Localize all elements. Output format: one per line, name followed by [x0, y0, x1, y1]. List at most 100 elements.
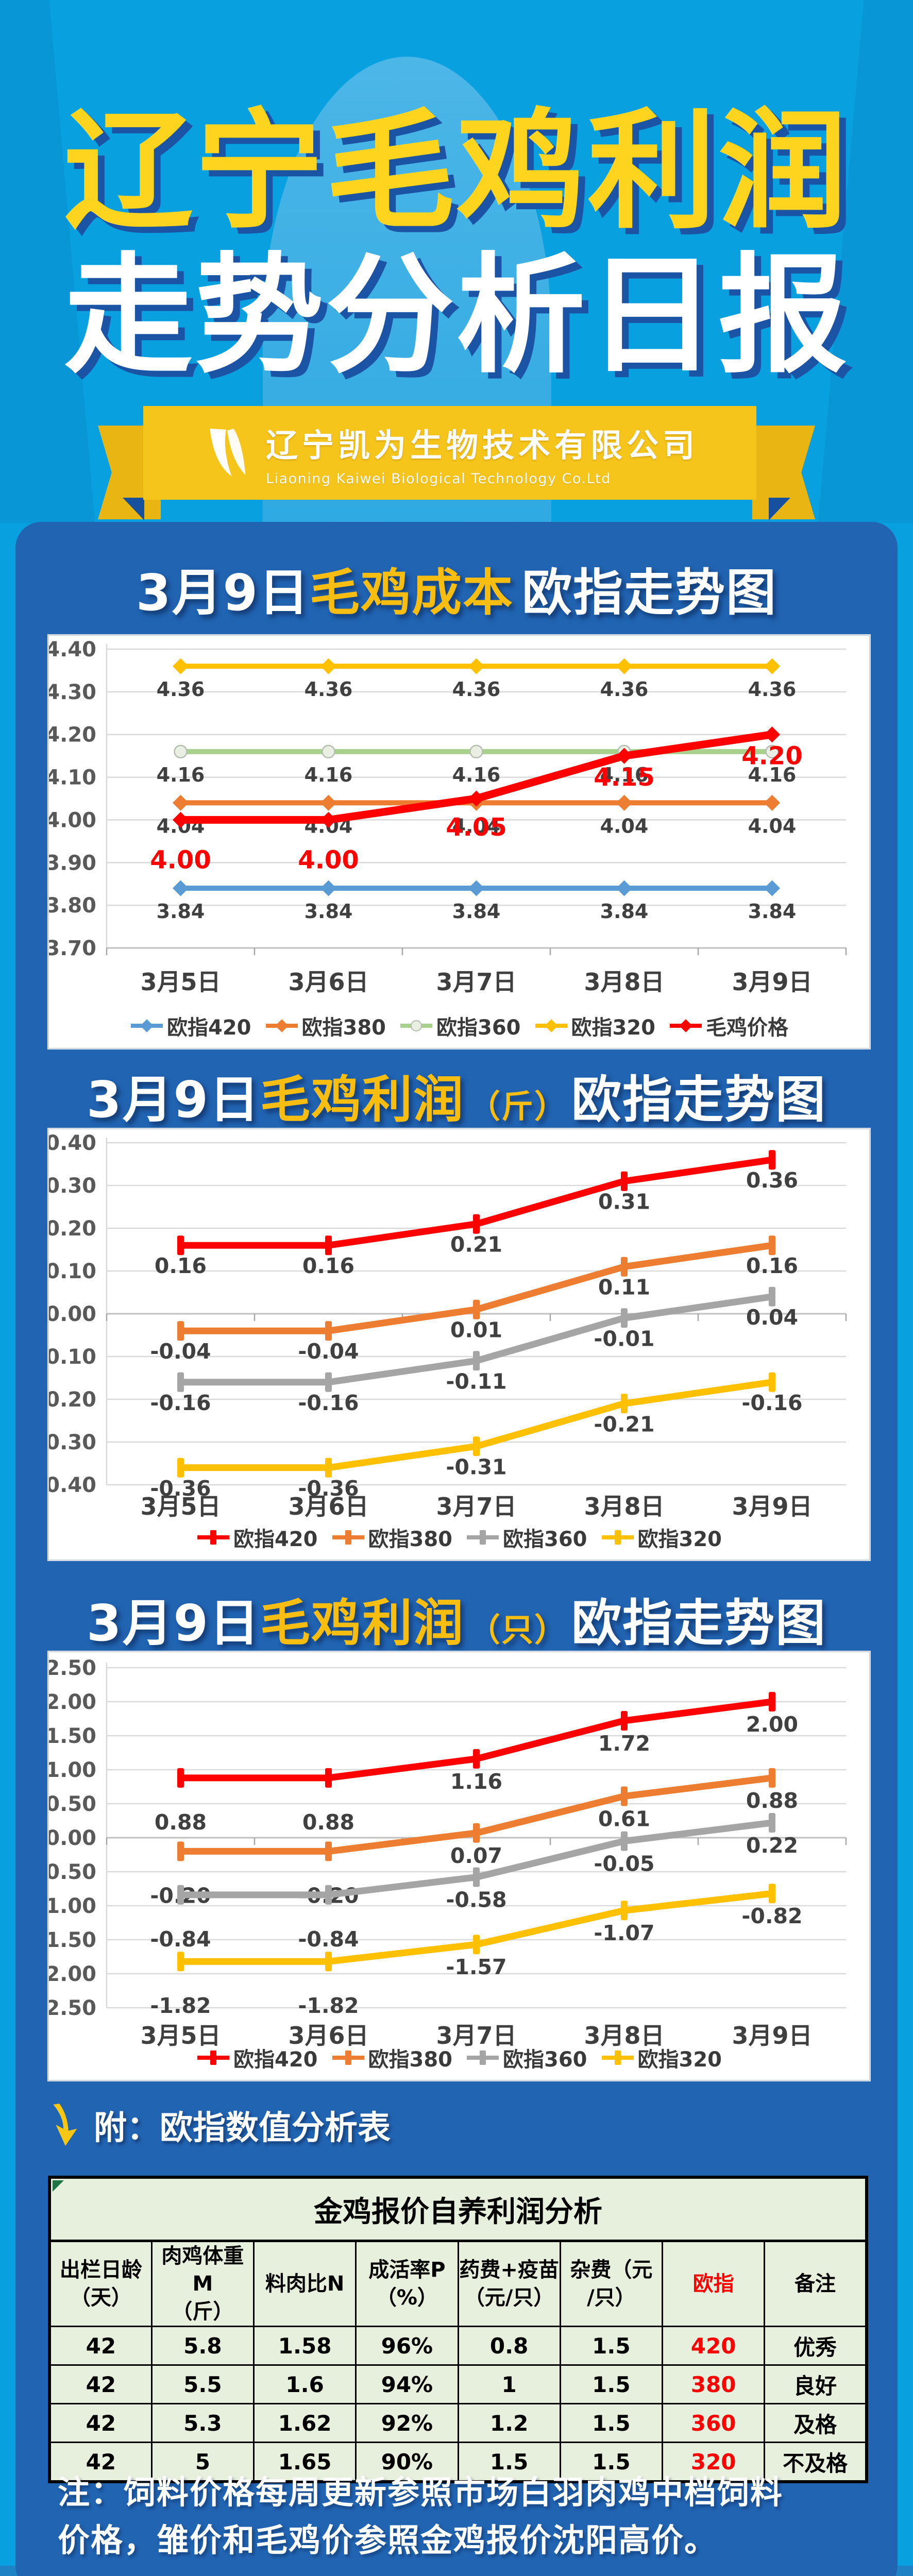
legend-label: 欧指420 — [167, 1016, 251, 1040]
cost-index-chart-card: 4.40 4.30 4.20 4.10 4.00 3.90 3.80 3.70 3月5日 3月6日… — [48, 635, 870, 1049]
table-cell: 5.5 — [150, 2364, 255, 2404]
svg-text:4.20: 4.20 — [49, 723, 96, 747]
svg-text:-0.50: -0.50 — [49, 1860, 96, 1884]
table-cell: 1.58 — [252, 2326, 357, 2366]
legend-marker-icon — [131, 1019, 163, 1032]
legend-item: 欧指360 — [399, 1011, 521, 1041]
table-column-header: 成活率P （%） — [355, 2240, 459, 2327]
svg-text:0.16: 0.16 — [746, 1253, 798, 1278]
svg-text:-1.82: -1.82 — [150, 1993, 211, 2018]
table-column-header: 出栏日龄 （天） — [48, 2240, 153, 2327]
svg-text:2.50: 2.50 — [49, 1656, 96, 1680]
legend-label: 欧指320 — [571, 1016, 656, 1040]
svg-text:-2.50: -2.50 — [49, 1996, 96, 2020]
svg-text:4.00: 4.00 — [150, 845, 211, 874]
svg-text:-0.82: -0.82 — [741, 1904, 802, 1928]
svg-text:-0.36: -0.36 — [150, 1476, 211, 1501]
svg-text:3月6日: 3月6日 — [288, 2022, 368, 2049]
table-title: 金鸡报价自养利润分析 — [48, 2176, 868, 2242]
svg-text:-0.04: -0.04 — [150, 1339, 211, 1364]
svg-text:3月7日: 3月7日 — [436, 968, 516, 996]
table-cell: 420 — [661, 2326, 766, 2366]
section-title-prefix: 3月9日 — [136, 564, 310, 622]
svg-text:-0.84: -0.84 — [150, 1927, 211, 1952]
svg-text:4.16: 4.16 — [600, 764, 649, 786]
svg-text:3.84: 3.84 — [600, 900, 649, 923]
profit-per-bird-chart-card: 2.50 2.00 1.50 1.00 0.50 0.00 -0.50 -1.00 -1.50 -… — [48, 1651, 870, 2081]
svg-text:0.21: 0.21 — [450, 1232, 502, 1257]
svg-text:3.84: 3.84 — [305, 900, 353, 923]
table-cell: 380 — [661, 2364, 766, 2404]
svg-text:3月5日: 3月5日 — [140, 968, 221, 996]
svg-text:4.05: 4.05 — [446, 813, 506, 842]
legend-marker-icon — [601, 2050, 634, 2065]
svg-text:4.16: 4.16 — [748, 764, 797, 786]
profit-per-jin-chart-card: 0.40 0.30 0.20 0.10 0.00 -0.10 -0.20 -0.30 -0.40… — [48, 1128, 870, 1561]
legend-item: 欧指360 — [466, 1522, 587, 1552]
table-cell: 1.2 — [457, 2403, 561, 2443]
poster-title-line2: 走势分析日报 — [64, 241, 849, 391]
legend-item: 欧指380 — [331, 1522, 452, 1552]
section-title-profit-bird: 3月9日毛鸡利润 （只）欧指走势图 — [15, 1582, 898, 1655]
svg-text:0.22: 0.22 — [746, 1833, 798, 1858]
table-cell: 1 — [457, 2364, 561, 2404]
svg-text:4.16: 4.16 — [452, 764, 501, 786]
legend-marker-icon — [601, 1530, 634, 1545]
table-cell: 1.6 — [252, 2364, 357, 2404]
table-cell: 360 — [661, 2403, 766, 2443]
svg-text:1.00: 1.00 — [49, 1758, 96, 1782]
svg-text:0.36: 0.36 — [746, 1168, 798, 1193]
table-cell: 0.8 — [457, 2326, 561, 2366]
svg-text:0.20: 0.20 — [49, 1217, 96, 1241]
section-title-suffix: 欧指走势图 — [571, 1071, 826, 1129]
cost-chart-legend: 欧指420 欧指380 欧指360 欧指320 毛鸡价格 — [49, 1011, 869, 1041]
svg-text:0.16: 0.16 — [302, 1253, 354, 1278]
svg-text:-0.58: -0.58 — [446, 1888, 506, 1912]
yellow-down-right-arrow-icon — [53, 2103, 77, 2146]
table-column-header: 药费+疫苗 （元/只） — [457, 2240, 561, 2327]
svg-text:-0.21: -0.21 — [594, 1412, 654, 1436]
svg-text:-1.57: -1.57 — [446, 1955, 506, 1979]
svg-text:4.10: 4.10 — [49, 766, 96, 790]
svg-text:4.40: 4.40 — [49, 638, 96, 662]
legend-item: 欧指420 — [196, 1522, 318, 1552]
legend-marker-icon — [332, 1530, 364, 1545]
table-row: 42 5 1.65 90% 1.5 1.5 320 不及格 — [48, 2442, 868, 2483]
svg-text:4.36: 4.36 — [600, 678, 649, 701]
annex-label: 附：欧指数值分析表 — [94, 2109, 391, 2147]
svg-text:4.16: 4.16 — [157, 764, 205, 786]
svg-text:-1.50: -1.50 — [49, 1928, 96, 1952]
section-title-highlight: 毛鸡利润 — [260, 1594, 464, 1652]
svg-text:1.72: 1.72 — [598, 1731, 650, 1756]
legend-item: 欧指380 — [331, 2043, 452, 2073]
svg-text:-0.16: -0.16 — [741, 1391, 802, 1415]
table-cell: 5.8 — [150, 2326, 255, 2366]
table-head: 金鸡报价自养利润分析 出栏日龄 （天） 肉鸡体重M （斤） 料肉比N 成活率P （%）药… — [48, 2176, 868, 2327]
table-cell: 良好 — [764, 2364, 868, 2404]
annex-row: 附：欧指数值分析表 — [46, 2102, 391, 2149]
svg-text:4.36: 4.36 — [452, 678, 501, 701]
legend-label: 毛鸡价格 — [706, 1016, 788, 1040]
profit-jin-chart-legend: 欧指420 欧指380 欧指360 欧指320 — [49, 1522, 869, 1552]
svg-text:1.16: 1.16 — [450, 1769, 502, 1794]
svg-text:4.04: 4.04 — [600, 815, 649, 837]
table-cell: 5 — [150, 2442, 255, 2483]
svg-text:4.36: 4.36 — [305, 678, 353, 701]
svg-text:1.50: 1.50 — [49, 1724, 96, 1748]
svg-text:-0.36: -0.36 — [298, 1476, 359, 1501]
legend-marker-icon — [197, 2050, 229, 2065]
profit-per-bird-line-chart: 2.50 2.00 1.50 1.00 0.50 0.00 -0.50 -1.00 -1.50 -… — [49, 1656, 847, 2049]
svg-text:-0.84: -0.84 — [298, 1927, 359, 1952]
table-cell: 94% — [355, 2364, 459, 2404]
svg-text:3.70: 3.70 — [49, 937, 96, 960]
company-name-block: 辽宁凯为生物技术有限公司 Liaoning Kaiwei Biological … — [266, 419, 699, 487]
legend-item: 欧指360 — [466, 2043, 587, 2073]
table-cell: 42 — [48, 2364, 153, 2404]
table-cell: 96% — [355, 2326, 459, 2366]
legend-marker-icon — [535, 1019, 567, 1032]
svg-text:-0.05: -0.05 — [594, 1852, 654, 1876]
table-column-header: 欧指 — [661, 2240, 766, 2327]
svg-text:-0.31: -0.31 — [446, 1454, 506, 1479]
svg-text:4.04: 4.04 — [748, 815, 797, 837]
svg-text:-0.30: -0.30 — [49, 1431, 96, 1454]
